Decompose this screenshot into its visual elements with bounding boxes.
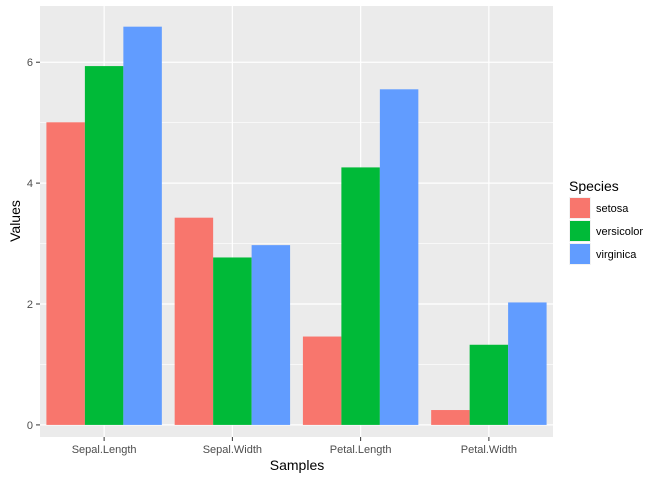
legend-title: Species <box>569 178 619 194</box>
bar-virginica-petal-length <box>379 89 419 425</box>
legend-label-setosa: setosa <box>596 203 629 215</box>
bar-versicolor-petal-length <box>341 167 380 425</box>
x-axis-title: Samples <box>270 457 324 473</box>
legend-key-versicolor <box>570 221 590 241</box>
y-tick-label: 4 <box>27 178 33 190</box>
bar-setosa-sepal-length <box>46 122 85 425</box>
x-tick-label-petal-length: Petal.Length <box>330 444 392 456</box>
bar-setosa-sepal-width <box>174 217 214 425</box>
bar-versicolor-sepal-width <box>213 257 252 425</box>
x-axis: Sepal.Length Sepal.Width Petal.Length Petal… <box>72 437 517 456</box>
y-tick-label: 0 <box>27 420 33 432</box>
legend-key-setosa <box>570 198 590 218</box>
y-axis: 0 2 4 6 <box>27 57 40 432</box>
bars <box>46 26 547 425</box>
x-tick-label-sepal-width: Sepal.Width <box>203 444 262 456</box>
y-tick-label: 2 <box>27 299 33 311</box>
bar-versicolor-petal-width <box>469 344 509 425</box>
bar-virginica-sepal-width <box>251 245 291 425</box>
bar-virginica-sepal-length <box>123 26 162 425</box>
y-tick-label: 6 <box>27 57 33 69</box>
bar-virginica-petal-width <box>508 302 547 425</box>
x-tick-label-sepal-length: Sepal.Length <box>72 444 137 456</box>
bar-setosa-petal-length <box>302 336 342 425</box>
legend-label-virginica: virginica <box>596 249 637 261</box>
bar-versicolor-sepal-length <box>84 66 124 425</box>
legend: Species setosa versicolor virginica <box>569 178 643 265</box>
y-axis-title: Values <box>7 200 23 242</box>
legend-key-virginica <box>570 244 590 264</box>
legend-label-versicolor: versicolor <box>596 226 643 238</box>
x-tick-label-petal-width: Petal.Width <box>461 444 517 456</box>
bar-setosa-petal-width <box>431 410 470 425</box>
